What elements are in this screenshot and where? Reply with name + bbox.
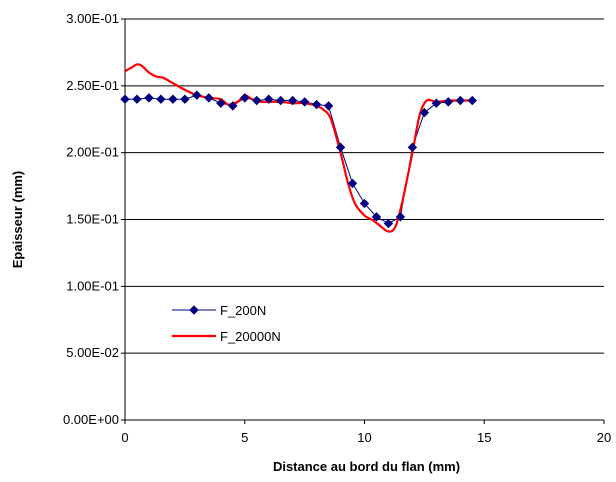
data-point	[359, 198, 370, 209]
data-point	[204, 93, 214, 103]
data-point	[395, 212, 406, 222]
series-F_20000N	[124, 63, 473, 233]
y-tick-label: 1.50E-01	[66, 212, 119, 227]
data-point	[144, 93, 154, 103]
data-point	[335, 142, 346, 153]
legend-label: F_20000N	[220, 329, 281, 344]
legend-marker	[189, 305, 199, 315]
data-point	[431, 98, 442, 108]
data-point	[156, 94, 166, 104]
y-tick-label: 2.50E-01	[66, 78, 119, 93]
data-point	[252, 95, 262, 106]
data-point	[263, 94, 274, 104]
x-tick-label: 10	[357, 430, 371, 445]
data-point	[347, 178, 358, 189]
legend-item: F_20000N	[172, 329, 281, 344]
y-axis-label: Epaisseur (mm)	[10, 171, 25, 269]
y-tick-label: 5.00E-02	[66, 345, 119, 360]
data-point	[120, 94, 130, 104]
data-point	[419, 107, 430, 118]
x-tick-label: 15	[477, 430, 491, 445]
data-point	[168, 94, 178, 104]
series-layer	[120, 63, 477, 233]
data-point	[228, 101, 238, 111]
axes	[121, 18, 605, 424]
legend: F_200N F_20000N	[172, 303, 281, 344]
tick-labels: 0.00E+00 5.00E-02 1.00E-01 1.50E-01 2.00E-01…	[63, 11, 611, 445]
grid-lines	[125, 18, 604, 354]
data-point	[216, 98, 226, 108]
data-point	[455, 95, 466, 106]
data-point	[323, 101, 334, 111]
y-tick-label: 1.00E-01	[66, 278, 119, 293]
x-tick-label: 0	[121, 430, 128, 445]
legend-label: F_200N	[220, 303, 266, 318]
markers-F_200N	[120, 90, 477, 229]
legend-item: F_200N	[172, 303, 266, 318]
data-point	[132, 94, 142, 104]
data-point	[192, 90, 202, 100]
series-line	[124, 63, 473, 233]
data-point	[299, 97, 310, 107]
x-axis-label: Distance au bord du flan (mm)	[273, 459, 460, 474]
y-tick-label: 0.00E+00	[63, 412, 119, 427]
data-point	[407, 142, 418, 153]
data-point	[371, 212, 382, 222]
data-point	[383, 218, 394, 229]
x-tick-label: 20	[597, 430, 611, 445]
data-point	[467, 95, 477, 106]
data-point	[275, 95, 286, 106]
data-point	[240, 93, 250, 103]
data-point	[180, 94, 190, 104]
data-point	[311, 99, 322, 110]
y-tick-label: 2.00E-01	[66, 145, 119, 160]
y-tick-label: 3.00E-01	[66, 11, 119, 26]
data-point	[443, 97, 454, 107]
data-point	[287, 95, 298, 106]
x-tick-label: 5	[241, 430, 248, 445]
